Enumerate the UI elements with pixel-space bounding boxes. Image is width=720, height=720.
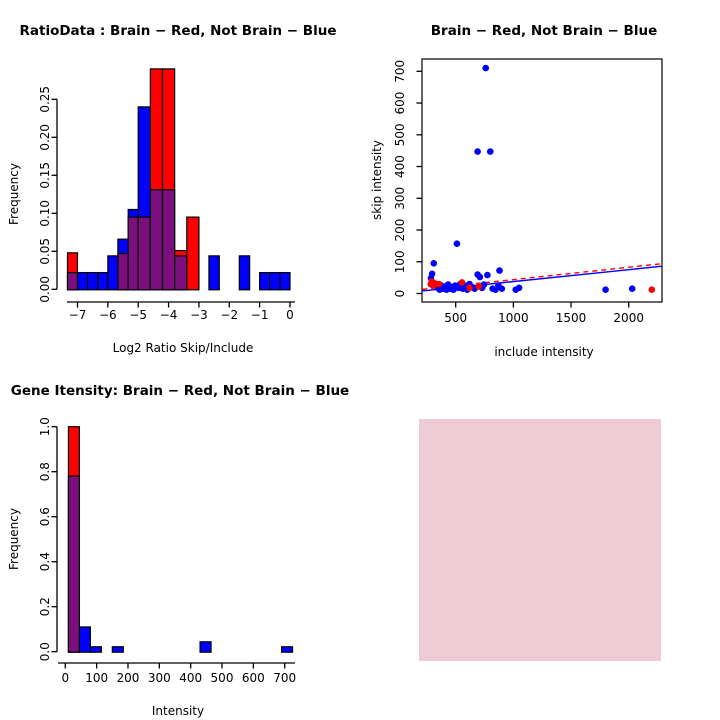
scatter-point-blue (602, 286, 609, 294)
scatter-x-tick-label: 500 (444, 311, 467, 325)
hist-bar (111, 646, 124, 653)
scatter-y-tick-label: 700 (393, 60, 407, 83)
gene_hist-xlabel: Intensity (152, 704, 204, 718)
hist-bar (259, 271, 271, 291)
hist-bar-overlap (137, 216, 151, 291)
ratio_hist-x-tick-label: 0 (286, 308, 294, 322)
hist-bar (186, 216, 200, 291)
gene_hist-x-tick-label: 300 (148, 671, 171, 685)
scatter-point-blue (487, 148, 494, 155)
hist-bar-overlap (66, 271, 79, 291)
gene_hist-x-tick-label: 100 (85, 671, 108, 685)
ratio_hist-x-tick-label: −4 (160, 308, 178, 322)
gene_hist-y-tick-label: 0.6 (38, 507, 52, 526)
hist-bar-overlap (117, 252, 129, 291)
scatter-point-blue (515, 284, 523, 292)
scatter-y-tick-label: 600 (393, 92, 407, 115)
ratio_hist-y-tick-label: 0.15 (38, 162, 52, 189)
scatter-x-tick-label: 1500 (556, 311, 587, 325)
hist-bar-overlap (149, 189, 164, 291)
gene_hist-ylabel: Frequency (7, 508, 21, 570)
gene_hist-panel: Gene Itensity: Brain − Red, Not Brain − … (7, 383, 349, 718)
hist-bar-overlap (161, 189, 176, 291)
hist-bar (269, 271, 281, 291)
ratio_hist-panel: RatioData : Brain − Red, Not Brain − Blu… (7, 23, 337, 355)
gene_hist-x-tick-label: 0 (61, 671, 69, 685)
scatter-y-tick-label: 200 (393, 219, 407, 242)
scatter-point-blue (430, 260, 438, 267)
gene_hist-x-tick-label: 600 (242, 671, 265, 685)
hist-bar (76, 271, 89, 291)
gene_hist-y-tick-label: 1.0 (38, 417, 52, 436)
scatter-point-blue (628, 285, 636, 293)
hist-bar-overlap (174, 255, 188, 291)
hist-bar (238, 255, 251, 291)
ratio_hist-x-tick-label: −2 (220, 308, 238, 322)
scatter-y-tick-label: 500 (393, 123, 407, 146)
scatter-x-tick-label: 1000 (498, 311, 529, 325)
scatter-x-tick-label: 2000 (613, 311, 644, 325)
scatter-point-blue (484, 271, 491, 279)
scatter-ylabel: skip intensity (370, 140, 384, 220)
scatter-panel: Brain − Red, Not Brain − Blue include int… (370, 23, 663, 359)
scatter-y-tick-label: 100 (393, 250, 407, 273)
hist-bar (107, 255, 119, 291)
hist-bar (208, 255, 220, 291)
hist-bar (279, 271, 291, 291)
plot-box (421, 58, 663, 303)
ratio_hist-x-tick-label: −6 (99, 308, 117, 322)
scatter-title: Brain − Red, Not Brain − Blue (431, 23, 657, 39)
gene_hist-y-tick-label: 0.4 (38, 552, 52, 571)
gene_hist-y-tick-label: 0.0 (38, 642, 52, 661)
hist-bar (199, 641, 212, 653)
scatter-point-blue (482, 64, 490, 72)
gene-info-box: G6806006@J909916@j_at altTxStart Echdc1 … (419, 419, 661, 661)
ratio_hist-y-tick-label: 0.20 (38, 124, 52, 151)
ratio_hist-y-tick-label: 0.05 (38, 238, 52, 265)
scatter-point-blue (476, 273, 484, 281)
ratio_hist-title: RatioData : Brain − Red, Not Brain − Blu… (19, 23, 336, 39)
ratio_hist-x-tick-label: −7 (69, 308, 87, 322)
gene_hist-y-tick-label: 0.2 (38, 597, 52, 616)
ratio_hist-ylabel: Frequency (7, 163, 21, 225)
hist-bar (86, 271, 99, 291)
ratio_hist-y-tick-label: 0.00 (38, 276, 52, 303)
ratio_hist-y-tick-label: 0.10 (38, 200, 52, 227)
scatter-point-blue (496, 267, 503, 274)
scatter-point-blue (498, 285, 506, 293)
ratio_hist-x-tick-label: −1 (251, 308, 269, 322)
scatter-xlabel: include intensity (494, 345, 593, 359)
scatter-point-red (648, 286, 656, 294)
gene_hist-x-tick-label: 700 (273, 671, 296, 685)
scatter-point-red (458, 279, 466, 286)
ratio_hist-xlabel: Log2 Ratio Skip/Include (113, 341, 254, 355)
hist-bar (89, 646, 102, 653)
scatter-point-red (435, 280, 443, 288)
scatter-y-tick-label: 0 (393, 290, 407, 298)
scatter-y-tick-label: 300 (393, 187, 407, 210)
scatter-y-tick-label: 400 (393, 155, 407, 178)
hist-bar-overlap (67, 475, 81, 653)
scatter-point-red (466, 284, 473, 292)
gene_hist-x-tick-label: 400 (179, 671, 202, 685)
hist-bar (280, 646, 294, 653)
scatter-point-blue (453, 240, 461, 247)
hist-bar (97, 271, 109, 291)
scatter-point-blue (474, 148, 481, 155)
ratio_hist-y-tick-label: 0.25 (38, 86, 52, 113)
gene_hist-y-tick-label: 0.8 (38, 462, 52, 481)
hist-bar (78, 626, 91, 653)
scatter-point-red (475, 283, 483, 290)
ratio_hist-x-tick-label: −5 (129, 308, 147, 322)
gene_hist-title: Gene Itensity: Brain − Red, Not Brain − … (11, 383, 349, 399)
ratio_hist-x-tick-label: −3 (190, 308, 208, 322)
gene_hist-x-tick-label: 200 (117, 671, 140, 685)
hist-bar-overlap (127, 216, 139, 291)
gene_hist-x-tick-label: 500 (211, 671, 234, 685)
scatter-point-blue (480, 281, 488, 288)
